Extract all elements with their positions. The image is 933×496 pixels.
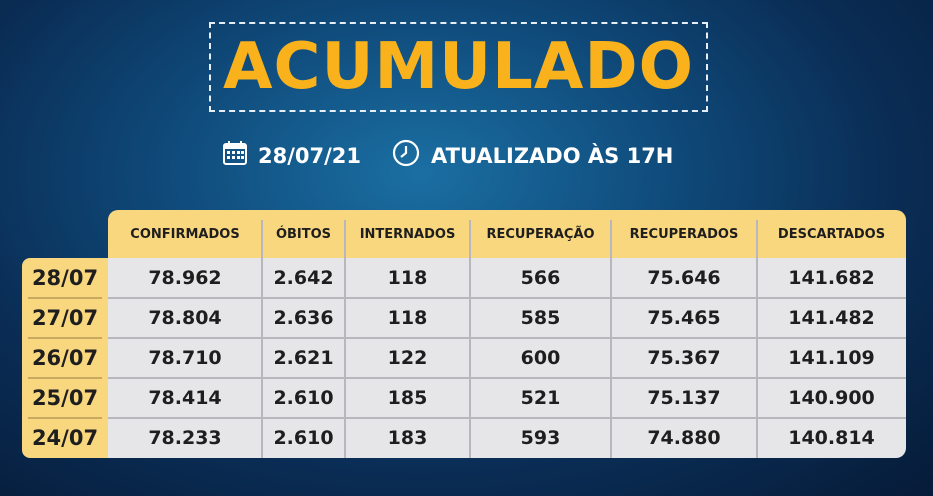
table-cell: 185 (387, 387, 428, 409)
row-divider (108, 297, 906, 299)
table-cell: 75.367 (647, 347, 721, 369)
table-cell: 78.962 (148, 267, 222, 289)
row-date: 28/07 (31, 266, 99, 290)
table-cell: 74.880 (647, 427, 721, 449)
table-cell: 75.646 (647, 267, 721, 289)
table-cell: 118 (387, 267, 428, 289)
column-header: CONFIRMADOS (130, 226, 240, 242)
row-date: 25/07 (31, 386, 99, 410)
row-date: 26/07 (31, 346, 99, 370)
table-cell: 566 (520, 267, 561, 289)
row-divider (28, 297, 102, 299)
table-cell: 521 (520, 387, 561, 409)
table-cell: 75.465 (647, 307, 721, 329)
table-cell: 141.682 (788, 267, 875, 289)
column-divider (469, 220, 471, 458)
table-cell: 78.414 (148, 387, 222, 409)
clock-icon (391, 138, 421, 173)
table-cell: 118 (387, 307, 428, 329)
date-text: 28/07/21 (258, 143, 362, 168)
column-header: ÓBITOS (275, 226, 332, 242)
row-divider (108, 417, 906, 419)
table-cell: 78.710 (148, 347, 222, 369)
data-table: CONFIRMADOS ÓBITOS INTERNADOS RECUPERAÇÃO RE… (22, 210, 906, 458)
date-column (22, 258, 108, 458)
page-title: ACUMULADO (223, 30, 694, 104)
table-header (108, 210, 906, 258)
row-divider (108, 337, 906, 339)
table-cell: 78.233 (148, 427, 222, 449)
updated-text: ATUALIZADO ÀS 17H (431, 143, 674, 168)
column-divider (756, 220, 758, 458)
column-divider (610, 220, 612, 458)
table-cell: 141.109 (788, 347, 875, 369)
table-cell: 2.621 (273, 347, 334, 369)
table-cell: 140.814 (788, 427, 875, 449)
table-cell: 183 (387, 427, 428, 449)
subtitle-line: 28/07/21 ATUALIZADO ÀS 17H (222, 138, 673, 173)
column-header: RECUPERAÇÃO (486, 226, 595, 242)
table-body (108, 258, 906, 458)
column-divider (261, 220, 263, 458)
table-cell: 2.642 (273, 267, 334, 289)
table-cell: 2.610 (273, 427, 334, 449)
table-cell: 75.137 (647, 387, 721, 409)
row-date: 27/07 (31, 306, 99, 330)
title-box: ACUMULADO (209, 22, 708, 112)
column-header: RECUPERADOS (629, 226, 739, 242)
table-cell: 122 (387, 347, 428, 369)
row-divider (28, 377, 102, 379)
table-cell: 2.610 (273, 387, 334, 409)
calendar-icon (222, 140, 248, 171)
row-divider (28, 417, 102, 419)
table-cell: 78.804 (148, 307, 222, 329)
column-header: INTERNADOS (359, 226, 456, 242)
row-divider (108, 377, 906, 379)
table-cell: 141.482 (788, 307, 875, 329)
table-cell: 600 (520, 347, 561, 369)
column-divider (344, 220, 346, 458)
table-cell: 2.636 (273, 307, 334, 329)
column-header: DESCARTADOS (777, 226, 886, 242)
row-date: 24/07 (31, 426, 99, 450)
table-cell: 585 (520, 307, 561, 329)
table-cell: 140.900 (788, 387, 875, 409)
row-divider (28, 337, 102, 339)
table-cell: 593 (520, 427, 561, 449)
